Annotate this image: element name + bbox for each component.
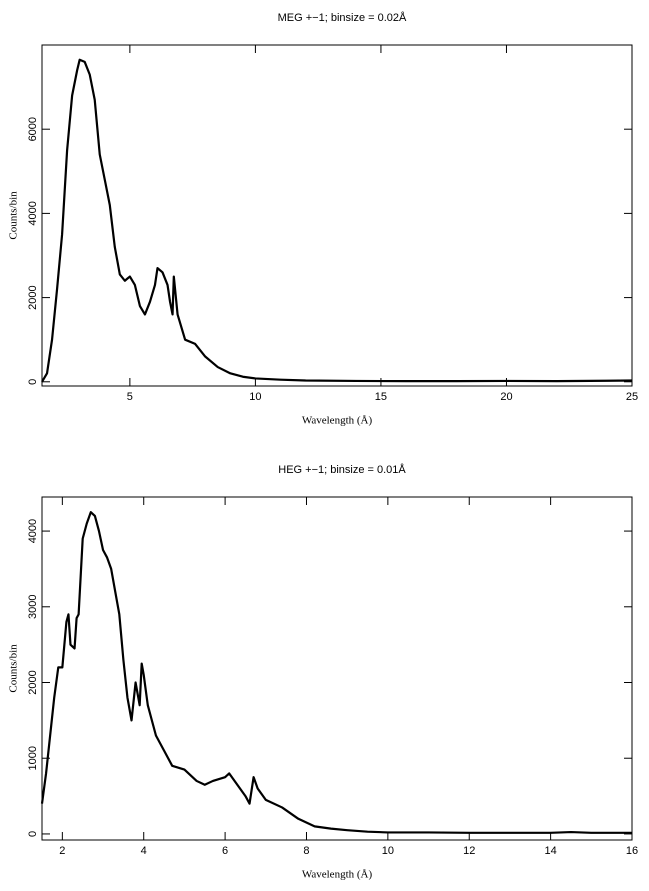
spectrum-line [40,511,632,834]
x-tick-label: 4 [141,845,147,857]
y-axis-label: Counts/bin [8,191,20,240]
x-tick-label: 8 [303,845,309,857]
y-tick-label: 4000 [27,201,39,225]
x-axis-label: Wavelength (Å) [302,415,373,427]
y-tick-label: 1000 [27,746,39,770]
x-tick-label: 10 [249,391,261,403]
x-tick-label: 20 [500,391,512,403]
x-tick-label: 16 [626,845,638,857]
y-tick-label: 0 [27,831,39,837]
x-tick-label: 12 [463,845,475,857]
x-tick-label: 15 [375,391,387,403]
y-tick-label: 4000 [27,519,39,543]
y-tick-label: 3000 [27,595,39,619]
x-axis-label: Wavelength (Å) [302,869,373,881]
y-axis-label: Counts/bin [8,644,20,693]
y-tick-label: 0 [27,379,39,385]
chart-title: MEG +−1; binsize = 0.02Å [278,11,407,24]
x-tick-label: 25 [626,391,638,403]
plot-frame [41,44,633,387]
plot-frame [41,496,633,841]
y-tick-label: 6000 [27,117,39,141]
x-tick-label: 6 [222,845,228,857]
x-tick-label: 5 [127,391,133,403]
spectrum-line [41,58,633,383]
y-tick-label: 2000 [27,670,39,694]
x-tick-label: 10 [382,845,394,857]
y-tick-label: 2000 [27,285,39,309]
chart-title: HEG +−1; binsize = 0.01Å [278,463,406,476]
x-tick-label: 14 [544,845,556,857]
x-tick-label: 2 [59,845,65,857]
